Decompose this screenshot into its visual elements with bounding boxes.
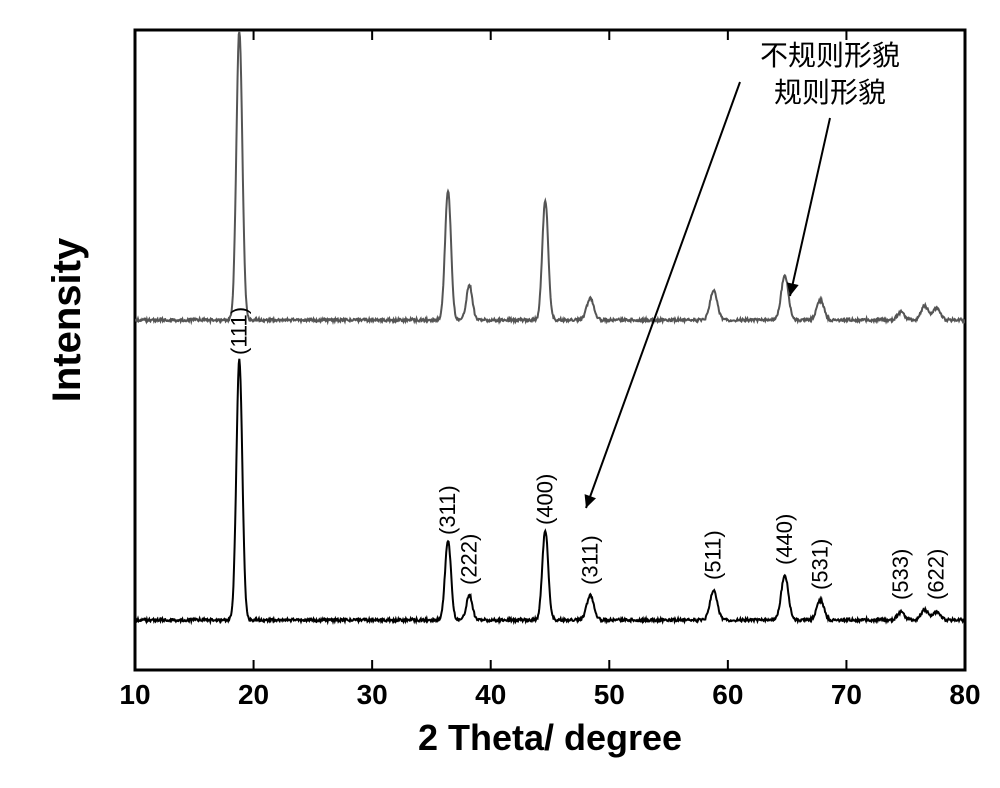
xrd-chart: 10 20 30 40 50 60 70 80 2 Theta/ degree Intensity… (0, 0, 1000, 788)
peak-label: (531) (807, 539, 832, 590)
peak-label: (440) (772, 514, 797, 565)
peak-label: (311) (435, 485, 460, 535)
x-tick-label: 60 (712, 679, 743, 710)
x-tick-label: 20 (238, 679, 269, 710)
legend-regular: 规则形貌 (774, 77, 886, 109)
peak-label: (400) (532, 474, 557, 525)
x-tick-label: 30 (357, 679, 388, 710)
x-tick-label: 50 (594, 679, 625, 710)
peak-label: (111) (226, 307, 251, 355)
peak-label: (533) (888, 549, 913, 600)
peak-label: (622) (924, 549, 949, 600)
peak-label: (222) (456, 534, 481, 585)
x-axis-label: 2 Theta/ degree (418, 717, 682, 758)
legend-irregular: 不规则形貌 (760, 40, 900, 72)
x-tick-label: 40 (475, 679, 506, 710)
x-tick-label: 70 (831, 679, 862, 710)
x-tick-label: 10 (119, 679, 150, 710)
peak-label: (311) (577, 535, 602, 585)
x-tick-label: 80 (949, 679, 980, 710)
y-axis-label: Intensity (45, 237, 89, 402)
peak-label: (511) (701, 530, 726, 580)
